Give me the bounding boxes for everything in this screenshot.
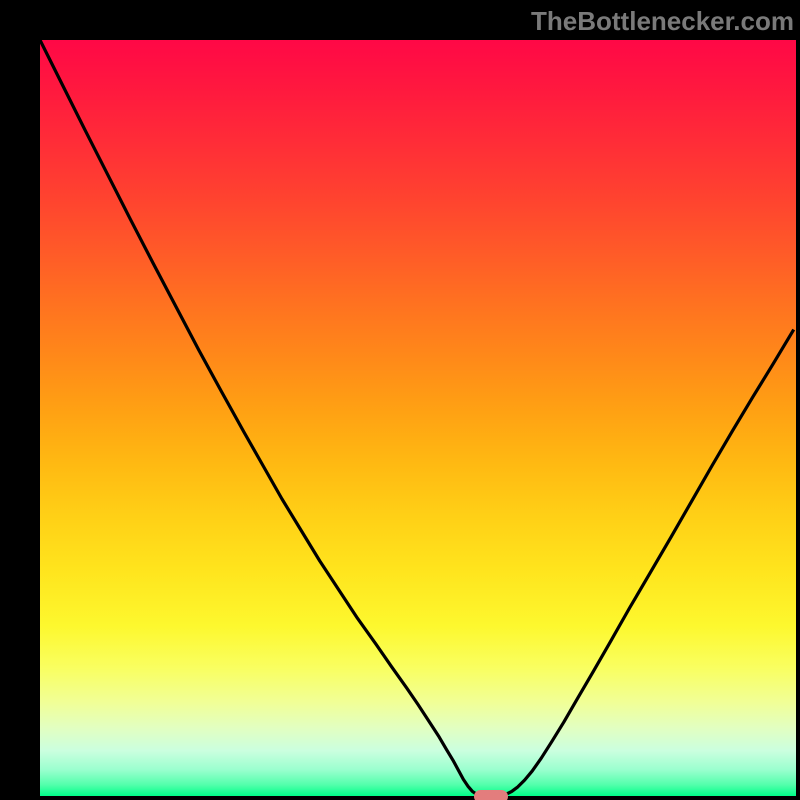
optimal-point-marker	[474, 790, 508, 800]
chart-canvas: TheBottlenecker.com	[0, 0, 800, 800]
curve-layer	[40, 40, 796, 796]
bottleneck-curve	[40, 40, 794, 796]
plot-area	[40, 40, 796, 796]
watermark-text: TheBottlenecker.com	[531, 6, 794, 37]
